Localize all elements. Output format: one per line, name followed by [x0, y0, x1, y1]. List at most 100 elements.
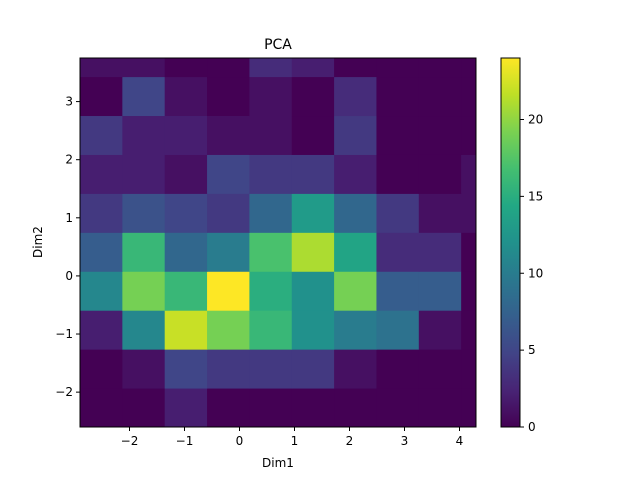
heatmap-cell [249, 115, 293, 155]
heatmap-cells [80, 58, 476, 427]
heatmap-cell [461, 271, 476, 311]
heatmap-cell [249, 388, 293, 427]
heatmap-cell [334, 271, 377, 311]
heatmap-cell [207, 388, 250, 427]
heatmap-cell [80, 232, 123, 272]
heatmap-cell [249, 154, 293, 194]
heatmap-cell [334, 388, 377, 427]
heatmap-cell [418, 271, 462, 311]
heatmap-cell [122, 154, 166, 194]
x-tick-label: 3 [401, 434, 409, 448]
heatmap-cell [164, 271, 208, 311]
colorbar-tick-label: 0 [528, 420, 536, 434]
heatmap-cell [334, 115, 377, 155]
heatmap-cell [80, 193, 123, 233]
heatmap-cell [418, 115, 462, 155]
heatmap-cell [249, 232, 293, 272]
heatmap-cell [122, 193, 166, 233]
heatmap-cell [291, 58, 335, 78]
heatmap-cell [418, 58, 462, 78]
heatmap-cell [461, 154, 476, 194]
x-tick-label: 0 [236, 434, 244, 448]
heatmap-cell [164, 193, 208, 233]
y-tick-label: 1 [65, 211, 73, 225]
y-tick-label: −2 [55, 385, 73, 399]
heatmap-cell [122, 76, 166, 117]
heatmap-cell [207, 349, 250, 389]
heatmap-cell [376, 388, 420, 427]
chart-title: PCA [264, 37, 292, 53]
heatmap-cell [291, 76, 335, 117]
heatmap-cell [249, 310, 293, 350]
heatmap-cell [461, 349, 476, 389]
heatmap-cell [207, 310, 250, 350]
heatmap-cell [376, 154, 420, 194]
heatmap-cell [249, 193, 293, 233]
x-axis-ticks: −2 −1 0 1 2 3 4 [121, 427, 464, 448]
heatmap-cell [334, 58, 377, 78]
heatmap-cell [461, 58, 476, 78]
x-tick-label: 1 [291, 434, 299, 448]
x-tick-label: −2 [121, 434, 139, 448]
heatmap-cell [376, 310, 420, 350]
y-tick-label: 0 [65, 269, 73, 283]
heatmap-cell [461, 388, 476, 427]
heatmap-cell [334, 349, 377, 389]
heatmap-cell [291, 388, 335, 427]
y-tick-label: −1 [55, 327, 73, 341]
heatmap-cell [122, 271, 166, 311]
heatmap-cell [207, 76, 250, 117]
x-tick-label: 4 [456, 434, 464, 448]
heatmap-cell [122, 115, 166, 155]
heatmap-cell [164, 310, 208, 350]
colorbar-tick-label: 5 [528, 343, 536, 357]
heatmap-cell [418, 154, 462, 194]
heatmap-cell [249, 349, 293, 389]
y-axis-label: Dim2 [31, 226, 45, 258]
heatmap-cell [207, 115, 250, 155]
heatmap-cell [122, 232, 166, 272]
heatmap-cell [207, 232, 250, 272]
heatmap-cell [418, 76, 462, 117]
colorbar-tick-label: 15 [528, 189, 543, 203]
heatmap-cell [291, 115, 335, 155]
heatmap-cell [80, 76, 123, 117]
heatmap-cell [461, 76, 476, 117]
heatmap-cell [122, 310, 166, 350]
heatmap-cell [80, 58, 123, 78]
heatmap-cell [122, 349, 166, 389]
heatmap-cell [207, 271, 250, 311]
heatmap-cell [122, 388, 166, 427]
heatmap-cell [461, 115, 476, 155]
heatmap-cell [80, 154, 123, 194]
heatmap-cell [461, 193, 476, 233]
heatmap-cell [164, 76, 208, 117]
colorbar [500, 57, 521, 428]
heatmap-cell [334, 232, 377, 272]
heatmap-cell [80, 271, 123, 311]
heatmap-cell [334, 154, 377, 194]
heatmap-cell [376, 232, 420, 272]
heatmap-cell [376, 193, 420, 233]
heatmap-cell [334, 193, 377, 233]
heatmap-cell [207, 154, 250, 194]
heatmap-cell [418, 388, 462, 427]
heatmap-cell [376, 271, 420, 311]
plot-frame [79, 57, 477, 428]
x-tick-label: −1 [176, 434, 194, 448]
heatmap-cell [164, 115, 208, 155]
heatmap-cell [291, 154, 335, 194]
heatmap-cell [249, 58, 293, 78]
x-tick-label: 2 [346, 434, 354, 448]
heatmap-cell [80, 310, 123, 350]
heatmap-cell [164, 232, 208, 272]
heatmap-cell [291, 310, 335, 350]
heatmap-cell [376, 349, 420, 389]
heatmap-cell [418, 232, 462, 272]
y-axis-ticks: −2 −1 0 1 2 3 [55, 95, 80, 399]
heatmap-cell [334, 76, 377, 117]
heatmap-cell [164, 388, 208, 427]
heatmap-cell [376, 76, 420, 117]
heatmap-cell [291, 232, 335, 272]
